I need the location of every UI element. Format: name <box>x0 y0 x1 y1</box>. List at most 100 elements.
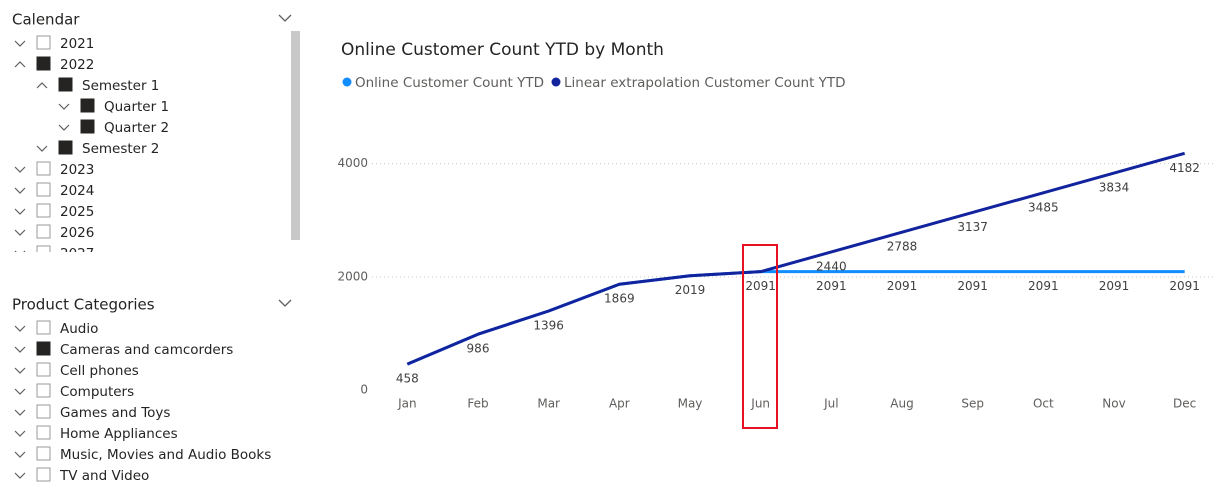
x-tick-label: Jan <box>397 397 417 411</box>
expand-chevron[interactable] <box>58 103 70 110</box>
slicer-item[interactable]: Computers <box>60 384 134 400</box>
expand-chevron[interactable] <box>14 388 26 395</box>
slicer-item[interactable]: TV and Video <box>59 468 149 484</box>
legend-marker[interactable] <box>342 77 352 87</box>
checkbox[interactable] <box>80 119 95 134</box>
checkbox[interactable] <box>58 77 73 92</box>
slicer-item[interactable]: Home Appliances <box>60 426 178 442</box>
expand-chevron[interactable] <box>14 472 26 479</box>
y-tick-label: 0 <box>360 383 368 397</box>
expand-chevron[interactable] <box>14 208 26 215</box>
data-label: 2091 <box>957 279 988 293</box>
checkbox[interactable] <box>36 446 51 461</box>
expand-chevron[interactable] <box>14 451 26 458</box>
data-label: 986 <box>467 342 490 356</box>
checkbox[interactable] <box>36 35 51 50</box>
slicer-item[interactable]: 2026 <box>60 225 94 241</box>
expand-chevron[interactable] <box>36 82 48 89</box>
checkbox[interactable] <box>80 98 95 113</box>
scrollbar[interactable] <box>291 31 300 240</box>
x-tick-label: Oct <box>1033 397 1054 411</box>
expand-chevron[interactable] <box>14 229 26 236</box>
slicer-title: Calendar <box>12 11 80 29</box>
chart: 0 2000 4000 Jan Feb Mar Apr May Jun Jul Aug Sep Oct N… <box>337 75 1215 411</box>
x-tick-label: Mar <box>537 397 560 411</box>
data-label: 4182 <box>1169 161 1200 175</box>
expand-chevron[interactable] <box>14 325 26 332</box>
data-label: 2091 <box>745 279 776 293</box>
data-label: 2091 <box>1028 279 1059 293</box>
series-line <box>406 151 1186 366</box>
expand-chevron[interactable] <box>14 61 26 68</box>
slicer-item[interactable]: Quarter 1 <box>104 99 169 115</box>
checkbox[interactable] <box>36 203 51 218</box>
checkbox[interactable] <box>58 140 73 155</box>
checkbox[interactable] <box>36 425 51 440</box>
checkbox[interactable] <box>36 362 51 377</box>
x-tick-label: Apr <box>609 397 630 411</box>
slicer-item[interactable]: Audio <box>60 321 98 337</box>
checkbox[interactable] <box>36 467 51 482</box>
slicer-item[interactable]: Semester 2 <box>82 141 159 157</box>
slicer-item[interactable]: Music, Movies and Audio Books <box>60 447 271 463</box>
data-label: 2091 <box>1169 279 1200 293</box>
expand-chevron[interactable] <box>36 145 48 152</box>
slicer-item[interactable]: Quarter 2 <box>104 120 169 136</box>
data-label: 2091 <box>816 279 847 293</box>
slicer-dropdown[interactable] <box>278 299 292 307</box>
highlight-box <box>742 244 778 429</box>
data-label: 2019 <box>675 283 706 297</box>
slicer-dropdown[interactable] <box>278 14 292 22</box>
slicer-item[interactable]: Cell phones <box>60 363 139 379</box>
slicer-item[interactable]: Semester 1 <box>82 78 159 94</box>
data-label: 1396 <box>533 318 564 332</box>
expand-chevron[interactable] <box>14 346 26 353</box>
slicer-item[interactable]: 2027 <box>60 246 94 262</box>
slicer-item[interactable]: Games and Toys <box>60 405 170 421</box>
expand-chevron[interactable] <box>58 124 70 131</box>
data-label: 1869 <box>604 292 635 306</box>
slicer-item[interactable]: Cameras and camcorders <box>60 342 233 358</box>
slicer-item[interactable]: 2022 <box>60 57 94 73</box>
slicer-item[interactable]: 2021 <box>60 36 94 52</box>
data-label: 2440 <box>816 259 847 273</box>
expand-chevron[interactable] <box>14 409 26 416</box>
checkbox[interactable] <box>36 161 51 176</box>
expand-chevron[interactable] <box>14 166 26 173</box>
slicer-item[interactable]: 2023 <box>60 162 94 178</box>
legend-label[interactable]: Online Customer Count YTD <box>355 75 544 91</box>
y-tick-label: 4000 <box>337 156 368 170</box>
checkbox[interactable] <box>36 245 51 259</box>
data-label: 3485 <box>1028 200 1059 214</box>
data-label: 458 <box>396 372 419 386</box>
checkbox[interactable] <box>36 404 51 419</box>
checkbox[interactable] <box>36 56 51 71</box>
x-tick-label: Jul <box>823 397 838 411</box>
legend-label[interactable]: Linear extrapolation Customer Count YTD <box>564 75 846 91</box>
checkbox[interactable] <box>36 320 51 335</box>
expand-chevron[interactable] <box>14 250 26 256</box>
expand-chevron[interactable] <box>14 187 26 194</box>
expand-chevron[interactable] <box>14 40 26 47</box>
checkbox[interactable] <box>36 224 51 239</box>
expand-chevron[interactable] <box>14 430 26 437</box>
slicer-item[interactable]: 2025 <box>60 204 94 220</box>
data-label: 2091 <box>1099 279 1130 293</box>
chart-title: Online Customer Count YTD by Month <box>341 40 664 60</box>
expand-chevron[interactable] <box>14 367 26 374</box>
checkbox[interactable] <box>36 383 51 398</box>
x-tick-label: Feb <box>467 397 488 411</box>
slicer-item[interactable]: 2024 <box>60 183 94 199</box>
calendar-list: 2021 2022 Semester 1 Quarter 1 Quarter 2 Seme… <box>14 35 169 262</box>
legend-marker[interactable] <box>551 77 561 87</box>
x-tick-label: Dec <box>1173 397 1196 411</box>
checkbox[interactable] <box>36 341 51 356</box>
data-label: 3137 <box>957 220 988 234</box>
data-label: 2091 <box>887 279 918 293</box>
checkbox[interactable] <box>36 182 51 197</box>
data-label: 2788 <box>887 240 918 254</box>
x-tick-label: Jun <box>750 397 770 411</box>
y-tick-label: 2000 <box>337 269 368 283</box>
x-tick-label: May <box>678 397 703 411</box>
x-tick-label: Aug <box>890 397 913 411</box>
